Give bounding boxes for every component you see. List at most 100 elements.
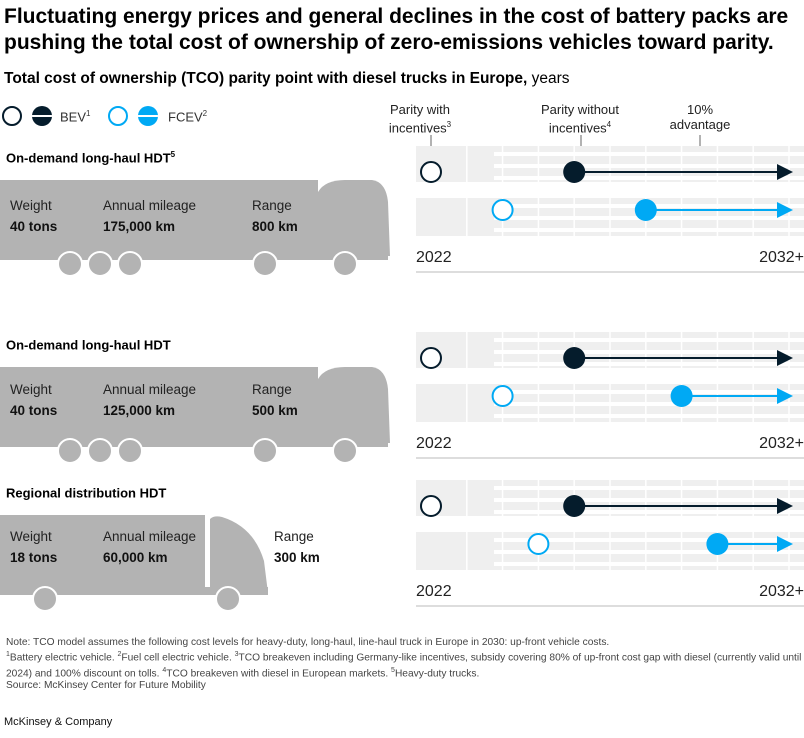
fcev-without-incentives-swatch xyxy=(138,106,158,126)
range-label: Range xyxy=(252,198,292,213)
section-1-title-sup: 5 xyxy=(170,150,176,159)
section-3-weight: Weight 18 tons xyxy=(10,526,57,568)
x-tick-label: 2022 xyxy=(416,583,452,600)
legend-bev: BEV1 xyxy=(60,109,90,124)
bev-parity-with-incentives-point xyxy=(420,347,442,369)
mileage-label: Annual mileage xyxy=(103,198,197,213)
fcev-arrow-head xyxy=(777,202,793,218)
band-stripe xyxy=(494,152,804,156)
bev-parity-with-incentives-point xyxy=(420,495,442,517)
fn1-sup: 1 xyxy=(6,651,10,659)
footnotes: Note: TCO model assumes the following co… xyxy=(6,637,802,693)
band-stripe xyxy=(494,510,804,514)
legend-bev-sup: 1 xyxy=(86,109,91,118)
section-3-range: Range 300 km xyxy=(274,526,320,568)
band-stripe xyxy=(494,498,804,502)
fn5-text: Heavy-duty trucks. xyxy=(394,668,480,680)
section-2-mileage: Annual mileage 125,000 km xyxy=(103,379,196,421)
header-with-incentives: Parity with incentives3 xyxy=(368,102,472,135)
band-stripe xyxy=(494,228,804,232)
mileage-value: 60,000 km xyxy=(103,550,168,565)
legend-fcev: FCEV2 xyxy=(168,109,207,124)
fn2-sup: 2 xyxy=(117,651,122,659)
band-stripe xyxy=(494,362,804,366)
fcev-parity-without-incentives-point xyxy=(706,533,729,555)
mileage-label: Annual mileage xyxy=(103,529,197,544)
brand-name: McKinsey & Company xyxy=(4,716,113,728)
truck-long-haul-icon xyxy=(0,367,390,463)
range-label: Range xyxy=(252,382,292,397)
parity-chart-3: 2022 2032+ xyxy=(416,480,804,607)
fn3-text: TCO breakeven including Germany-like inc… xyxy=(6,652,802,680)
subtitle-main: Total cost of ownership (TCO) parity poi… xyxy=(4,70,528,87)
weight-label: Weight xyxy=(10,198,52,213)
chart-subtitle: Total cost of ownership (TCO) parity poi… xyxy=(4,70,570,88)
fcev-parity-with-incentives-point xyxy=(527,533,550,555)
legend: BEV1 FCEV2 xyxy=(2,106,362,130)
bev-parity-without-incentives-point xyxy=(563,495,586,517)
section-1-title-text: On-demand long-haul HDT xyxy=(6,150,171,166)
footnote-definitions: 1Battery electric vehicle. 2Fuel cell el… xyxy=(6,649,802,680)
range-value: 300 km xyxy=(274,550,320,565)
fn1-text: Battery electric vehicle. xyxy=(9,652,118,664)
truck-regional-icon xyxy=(0,515,268,611)
section-2-range: Range 500 km xyxy=(252,379,298,421)
header-without-incentives-sup: 4 xyxy=(606,120,612,129)
header-with-incentives-sup: 3 xyxy=(446,120,452,129)
fn3-sup: 3 xyxy=(234,651,239,659)
section-2-weight: Weight 40 tons xyxy=(10,379,57,421)
weight-value: 40 tons xyxy=(10,403,58,418)
legend-fcev-label: FCEV xyxy=(168,109,203,125)
band-stripe xyxy=(494,350,804,354)
header-with-incentives-line2: incentives xyxy=(388,120,447,136)
band-stripe xyxy=(494,486,804,490)
mileage-value: 175,000 km xyxy=(103,219,176,234)
bev-parity-without-incentives-point xyxy=(563,161,586,183)
fn4-text: TCO breakeven with diesel in European ma… xyxy=(166,668,392,680)
section-1-title: On-demand long-haul HDT5 xyxy=(6,150,175,165)
range-label: Range xyxy=(274,529,314,544)
section-2-title: On-demand long-haul HDT xyxy=(6,337,171,352)
section-2-title-text: On-demand long-haul HDT xyxy=(6,337,171,353)
parity-chart-1: 2022 2032+ xyxy=(416,146,804,273)
fcev-parity-without-incentives-point xyxy=(670,385,693,407)
range-value: 800 km xyxy=(252,219,298,234)
x-tick-label: 2032+ xyxy=(759,583,804,600)
x-tick-label: 2022 xyxy=(416,435,452,452)
range-value: 500 km xyxy=(252,403,298,418)
subtitle-unit: years xyxy=(527,70,570,87)
section-3-title-text: Regional distribution HDT xyxy=(6,485,167,501)
x-tick-label: 2032+ xyxy=(759,435,804,452)
truck-long-haul-icon xyxy=(0,180,390,276)
band-stripe xyxy=(494,338,804,342)
fcev-parity-with-incentives-point xyxy=(491,385,514,407)
bev-arrow-head xyxy=(777,164,793,180)
band-stripe xyxy=(494,390,804,394)
note-line: Note: TCO model assumes the following co… xyxy=(6,637,610,648)
section-3-mileage: Annual mileage 60,000 km xyxy=(103,526,196,568)
band-stripe xyxy=(494,538,804,542)
fcev-arrow-head xyxy=(777,536,793,552)
header-advantage-line2: advantage xyxy=(669,117,731,132)
parity-chart-2: 2022 2032+ xyxy=(416,332,804,459)
weight-value: 18 tons xyxy=(10,550,58,565)
band-stripe xyxy=(494,402,804,406)
fn4-sup: 4 xyxy=(162,666,167,674)
x-tick-label: 2032+ xyxy=(759,249,804,266)
fn5-sup: 5 xyxy=(391,666,395,674)
section-3-title: Regional distribution HDT xyxy=(6,485,166,500)
section-1-mileage: Annual mileage 175,000 km xyxy=(103,195,196,237)
mileage-value: 125,000 km xyxy=(103,403,176,418)
header-advantage: 10% advantage xyxy=(660,102,740,132)
fcev-with-incentives-swatch xyxy=(108,106,128,126)
weight-value: 40 tons xyxy=(10,219,58,234)
source-line: Source: McKinsey Center for Future Mobil… xyxy=(6,680,206,692)
header-advantage-line1: 10% xyxy=(686,102,714,117)
legend-bev-label: BEV xyxy=(60,109,87,125)
bev-parity-with-incentives-point xyxy=(420,161,442,183)
legend-fcev-sup: 2 xyxy=(202,109,208,118)
header-without-incentives-line1: Parity without xyxy=(540,102,620,117)
section-1-weight: Weight 40 tons xyxy=(10,195,57,237)
band-stripe xyxy=(494,414,804,418)
band-stripe xyxy=(494,550,804,554)
